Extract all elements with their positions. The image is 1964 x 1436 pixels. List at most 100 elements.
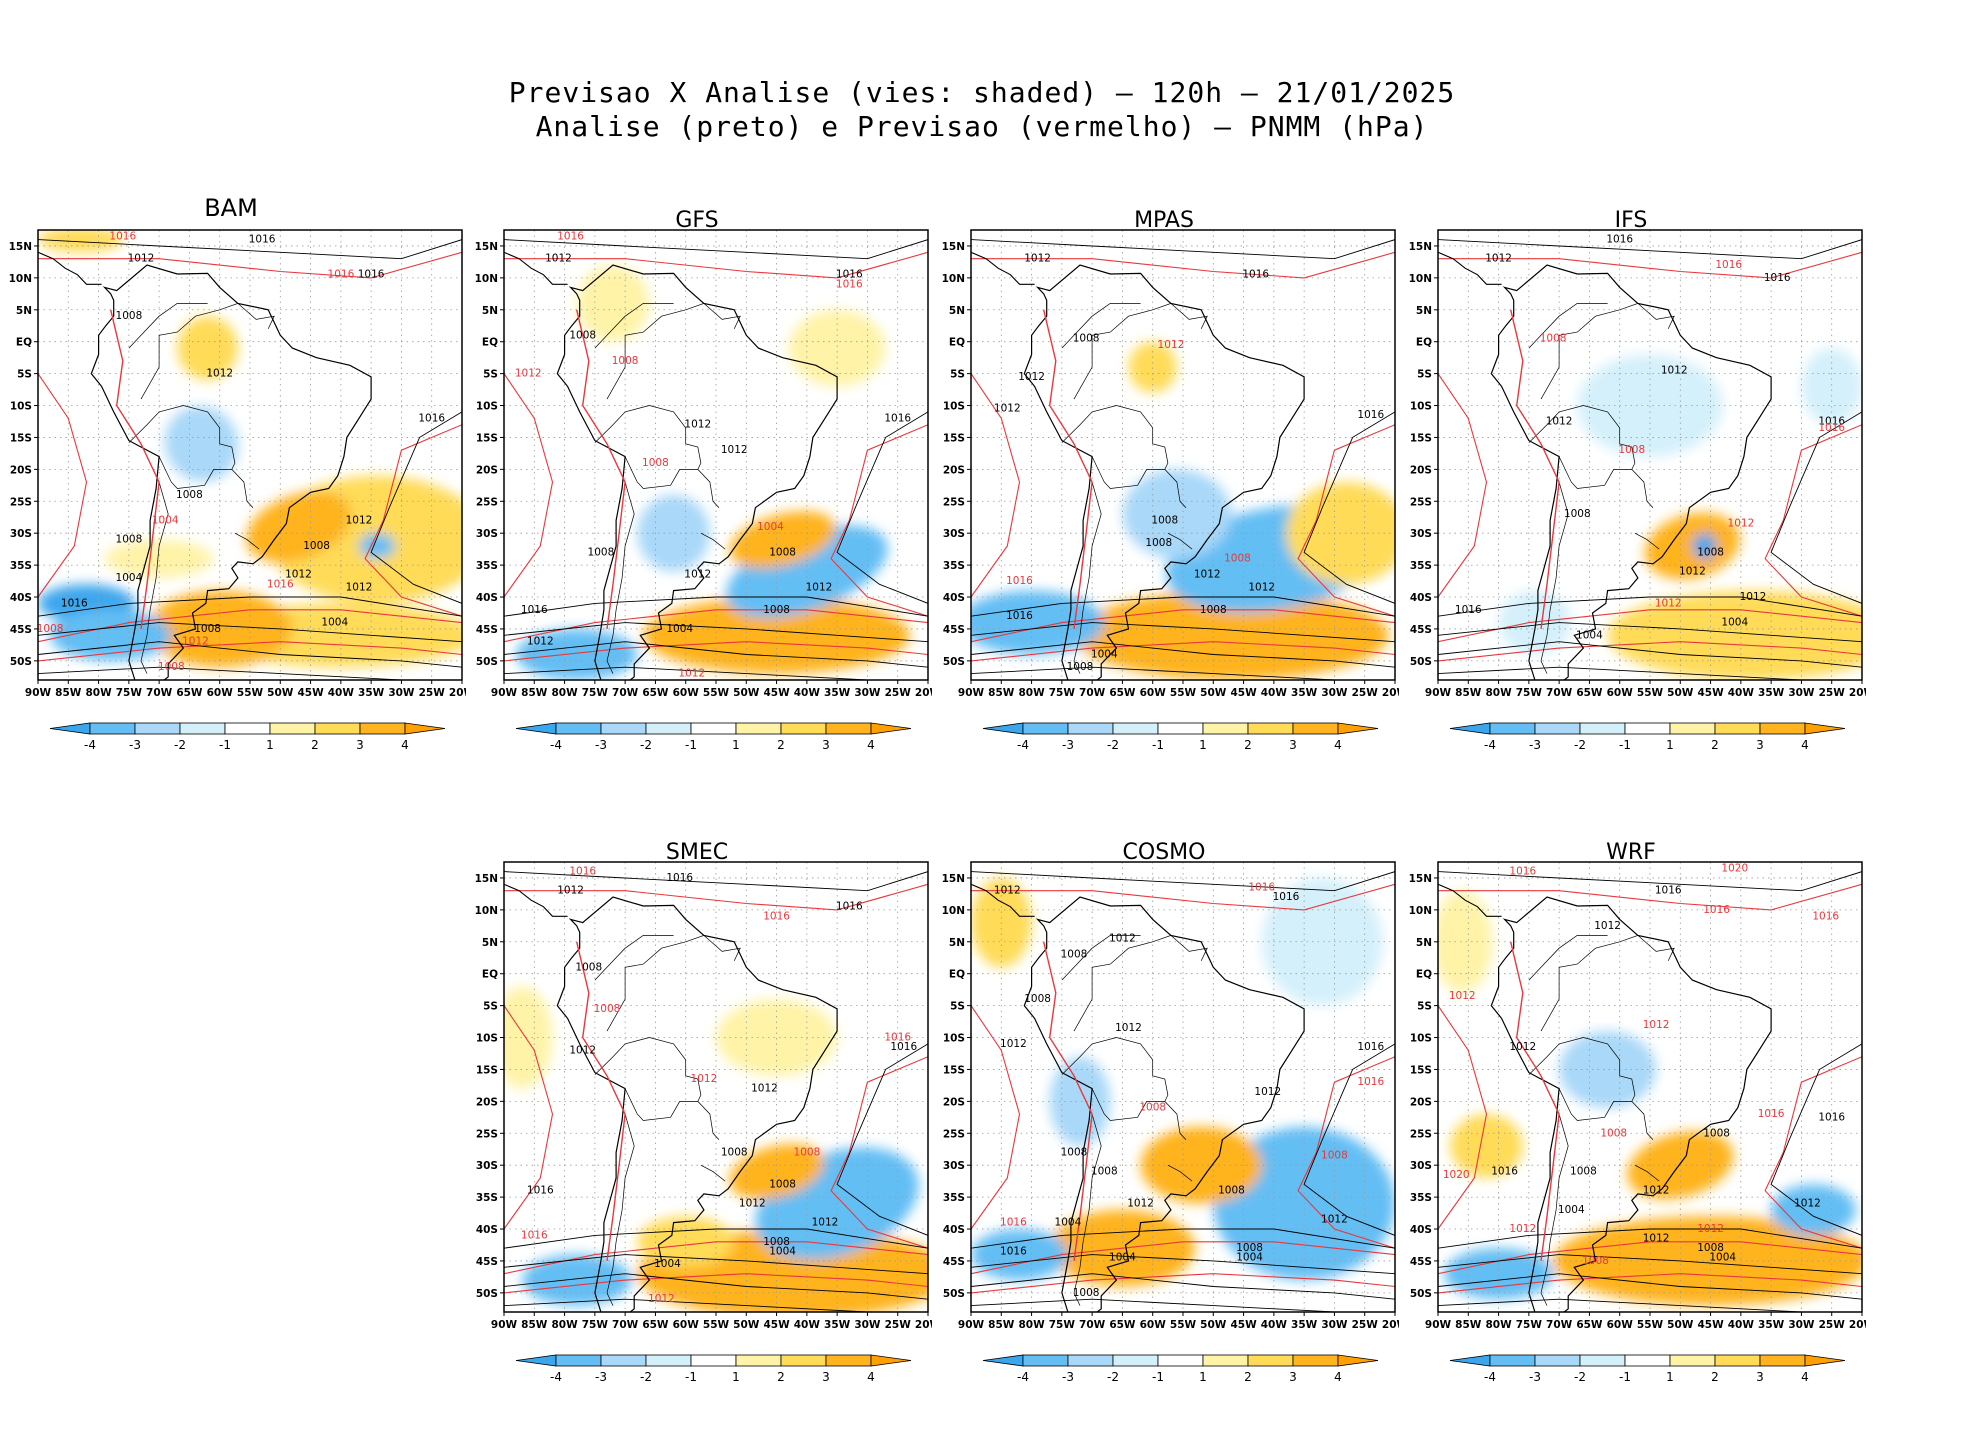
forecast-isobar-label: 1016: [1818, 422, 1845, 434]
colorbar-swatch: [1112, 722, 1159, 735]
lat-tick-label: 25S: [10, 496, 32, 508]
lat-tick-label: 10S: [943, 1033, 965, 1045]
analysis-isobar-label: 1016: [836, 269, 863, 281]
analysis-isobar: [971, 871, 1395, 892]
lat-tick-label: 5S: [950, 1001, 965, 1013]
lon-tick-label: 40W: [328, 687, 355, 699]
lat-tick-label: 50S: [476, 656, 498, 668]
forecast-isobar: [504, 1273, 928, 1294]
colorbar-high-arrow: [1804, 1354, 1846, 1367]
lon-tick-label: 55W: [1637, 687, 1664, 699]
forecast-isobar-label: 1016: [1509, 866, 1536, 878]
lat-tick-label: 10N: [942, 273, 965, 285]
lon-tick-label: 50W: [733, 1319, 760, 1331]
analysis-isobar-label: 1008: [1061, 949, 1088, 961]
lat-tick-label: 15S: [476, 432, 498, 444]
lat-tick-label: 25S: [476, 496, 498, 508]
lat-tick-label: 10S: [476, 401, 498, 413]
colorbar-label: -3: [1529, 1370, 1541, 1384]
analysis-isobar-label: 1008: [763, 1236, 790, 1248]
lon-tick-label: 80W: [1018, 687, 1045, 699]
colorbar-label: -4: [1484, 1370, 1496, 1384]
analysis-isobar-label: 1012: [569, 1044, 596, 1056]
analysis-isobar-label: 1012: [739, 1198, 766, 1210]
lon-tick-label: 40W: [1728, 1319, 1755, 1331]
forecast-isobar-label: 1012: [1655, 597, 1682, 609]
forecast-isobar: [1438, 641, 1862, 662]
forecast-isobar-label: 1008: [1139, 1102, 1166, 1114]
analysis-isobar: [1438, 622, 1862, 643]
lon-tick-label: 70W: [1546, 1319, 1573, 1331]
lon-tick-label: 65W: [1576, 1319, 1603, 1331]
analysis-isobar-label: 1008: [1073, 1287, 1100, 1299]
bias-blob: [1450, 1114, 1523, 1178]
lon-tick-label: 25W: [1352, 1319, 1379, 1331]
colorbar-label: 2: [1244, 738, 1252, 752]
colorbar-swatch: [359, 722, 406, 735]
analysis-isobar: [504, 1228, 928, 1249]
forecast-isobar: [38, 641, 462, 662]
lat-tick-label: 5S: [17, 369, 32, 381]
analysis-isobar: [38, 641, 462, 668]
analysis-isobar-label: 1008: [575, 961, 602, 973]
coastline: [90, 264, 372, 680]
colorbar-label: 4: [1801, 1370, 1809, 1384]
lon-tick-label: 90W: [491, 1319, 518, 1331]
lon-tick-label: 90W: [958, 687, 985, 699]
colorbar-label: -1: [685, 1370, 697, 1384]
analysis-isobar-label: 1016: [836, 901, 863, 913]
colorbar-label: -2: [640, 738, 652, 752]
bias-blob: [788, 309, 886, 387]
colorbar-swatch: [1624, 722, 1671, 735]
lon-tick-label: 35W: [358, 687, 385, 699]
bias-blob: [1140, 1126, 1262, 1204]
lon-tick-label: 75W: [582, 687, 609, 699]
bias-blob: [729, 511, 836, 568]
colorbar-swatch: [555, 1354, 602, 1367]
analysis-isobar-label: 1004: [116, 572, 143, 584]
colorbar-label: -4: [550, 1370, 562, 1384]
forecast-isobar: [1438, 1005, 1488, 1230]
colorbar-high-arrow: [870, 722, 912, 735]
bias-blob: [164, 405, 239, 482]
map-smec: 1016101210161016101610081008101210161016…: [475, 861, 932, 1384]
forecast-isobar-label: 1016: [1758, 1108, 1785, 1120]
colorbar-swatch: [1534, 1354, 1581, 1367]
colorbar: -4 -3 -2 -1 1 2 3 4: [1449, 1354, 1846, 1384]
analysis-isobar-label: 1008: [1067, 661, 1094, 673]
analysis-isobar-label: 1008: [1200, 604, 1227, 616]
forecast-isobar: [504, 373, 554, 598]
analysis-isobar-label: 1016: [521, 604, 548, 616]
forecast-isobar-label: 1008: [794, 1146, 821, 1158]
panel-title: BAM: [204, 194, 258, 222]
forecast-isobar-label: 1012: [1449, 990, 1476, 1002]
analysis-isobar-label: 1016: [890, 1041, 917, 1053]
analysis-isobar: [504, 622, 928, 643]
lon-tick-label: 30W: [854, 687, 881, 699]
lat-tick-label: 30S: [476, 1160, 498, 1172]
lon-tick-label: 30W: [1321, 1319, 1348, 1331]
lon-tick-label: 60W: [1140, 1319, 1167, 1331]
lat-tick-label: 45S: [1410, 1256, 1432, 1268]
lat-tick-label: 10S: [1410, 1033, 1432, 1045]
bias-blob: [50, 609, 172, 661]
lat-tick-label: 30S: [1410, 1160, 1432, 1172]
analysis-isobar: [1303, 411, 1395, 604]
colorbar-label: -3: [595, 738, 607, 752]
lon-tick-label: 25W: [885, 1319, 912, 1331]
lat-tick-label: 45S: [943, 1256, 965, 1268]
lon-tick-label: 40W: [1261, 687, 1288, 699]
forecast-isobar-label: 1016: [836, 278, 863, 290]
lat-tick-label: 45S: [476, 624, 498, 636]
lon-tick-label: 85W: [1455, 687, 1482, 699]
colorbar-label: -2: [1574, 1370, 1586, 1384]
forecast-isobar: [1764, 424, 1862, 617]
analysis-isobar-label: 1012: [1509, 1041, 1536, 1053]
analysis-isobar-label: 1012: [206, 368, 233, 380]
lon-tick-label: 45W: [1230, 687, 1257, 699]
lon-tick-label: 30W: [1788, 687, 1815, 699]
analysis-isobar-label: 1008: [769, 1178, 796, 1190]
analysis-isobar: [504, 1298, 868, 1312]
analysis-isobar-label: 1012: [1794, 1198, 1821, 1210]
analysis-isobar-label: 1012: [751, 1083, 778, 1095]
